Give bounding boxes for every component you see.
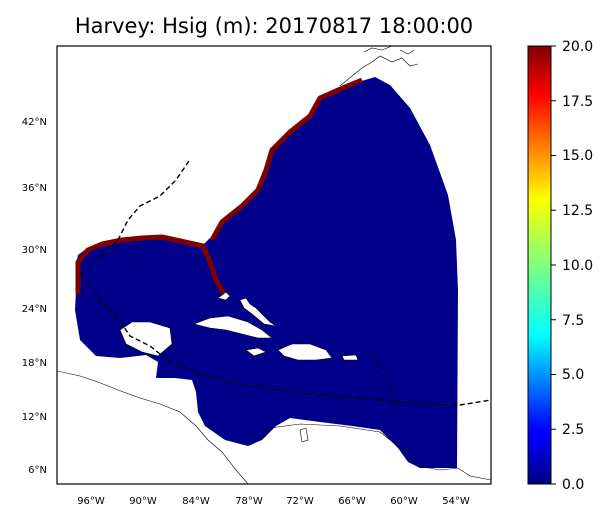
lat-tick-label: 12°N: [22, 412, 47, 423]
lon-tick-label: 60°W: [390, 496, 418, 507]
lon-tick-label: 66°W: [338, 496, 366, 507]
lat-tick-label: 36°N: [22, 183, 47, 194]
lon-tick-label: 72°W: [286, 496, 314, 507]
map-panel: [57, 46, 491, 484]
colorbar-tick-label: 17.5: [562, 94, 593, 110]
lat-ticks: 42°N 36°N 30°N 24°N 18°N 12°N 6°N: [22, 117, 47, 476]
florida-keys: [217, 291, 231, 301]
colorbar-tick-label: 5.0: [562, 367, 584, 383]
wave-field: [75, 77, 458, 468]
map-frame: [56, 45, 492, 485]
central-america-coast: [57, 370, 249, 484]
coastal-high-hsig: [75, 77, 363, 296]
hurricane-track-branch: [371, 355, 395, 405]
jamaica: [245, 347, 267, 357]
map-title: Harvey: Hsig (m): 20170817 18:00:00: [75, 14, 473, 38]
colorbar-tick-marks: [551, 45, 556, 485]
hispaniola: [277, 343, 333, 361]
colorbar-tick-label: 2.5: [562, 422, 584, 438]
colorbar-tick-label: 15.0: [562, 148, 593, 164]
colorbar-tick-label: 0.0: [562, 477, 584, 493]
hurricane-track: [79, 160, 491, 406]
cuba: [192, 315, 273, 339]
colorbar-gradient: [527, 45, 552, 485]
colorbar-tick-label: 7.5: [562, 313, 584, 329]
yucatan: [119, 321, 173, 357]
puerto-rico: [341, 354, 359, 361]
lon-tick-label: 84°W: [182, 496, 210, 507]
lon-tick-label: 90°W: [129, 496, 157, 507]
lat-tick-label: 30°N: [22, 245, 47, 256]
colorbar: 20.0 17.5 15.0 12.5 10.0 7.5 5.0 2.5 0.0: [527, 39, 593, 493]
lon-tick-label: 78°W: [235, 496, 263, 507]
lat-tick-label: 24°N: [22, 304, 47, 315]
bahamas: [239, 297, 277, 327]
lat-tick-label: 42°N: [22, 117, 47, 128]
colorbar-tick-label: 20.0: [562, 39, 593, 55]
colorbar-tick-label: 12.5: [562, 203, 593, 219]
northeast-coast: [339, 46, 419, 87]
colorbar-tick-labels: 20.0 17.5 15.0 12.5 10.0 7.5 5.0 2.5 0.0: [562, 39, 593, 493]
colorbar-tick-label: 10.0: [562, 258, 593, 274]
islands: [119, 291, 359, 443]
lon-ticks: 96°W 90°W 84°W 78°W 72°W 66°W 60°W 54°W: [77, 496, 470, 507]
south-america-coast: [249, 423, 491, 481]
lon-tick-label: 96°W: [77, 496, 105, 507]
isla-margarita: [299, 427, 309, 443]
lat-tick-label: 18°N: [22, 358, 47, 369]
lat-tick-label: 6°N: [28, 465, 47, 476]
lon-tick-label: 54°W: [442, 496, 470, 507]
